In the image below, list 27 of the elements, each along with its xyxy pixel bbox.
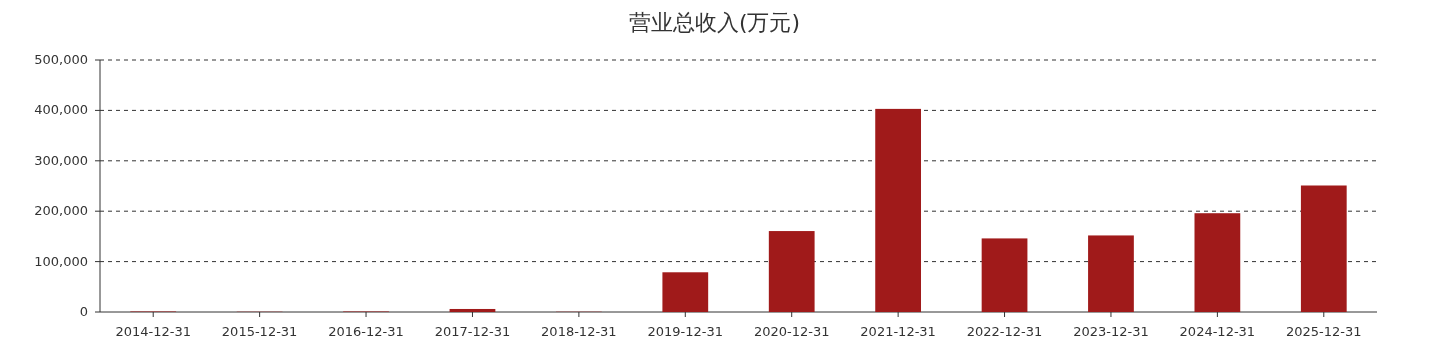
bar (768, 231, 815, 312)
bar (662, 272, 709, 312)
x-tick-label: 2025-12-31 (1286, 324, 1362, 339)
y-tick-label: 0 (79, 304, 88, 319)
y-tick-label: 200,000 (34, 203, 88, 219)
y-tick-label: 500,000 (34, 52, 88, 67)
x-tick-label: 2020-12-31 (753, 324, 830, 339)
x-tick-label: 2014-12-31 (115, 324, 191, 339)
bar (1088, 235, 1134, 312)
x-tick-label: 2019-12-31 (647, 324, 724, 339)
y-tick-label: 400,000 (34, 102, 88, 118)
x-tick-label: 2017-12-31 (434, 324, 511, 339)
x-tick-label: 2015-12-31 (221, 324, 298, 339)
x-tick-label: 2016-12-31 (328, 324, 404, 339)
bar (1194, 213, 1241, 312)
y-tick-label: 300,000 (34, 152, 88, 168)
bar (981, 238, 1028, 312)
x-tick-label: 2023-12-31 (1073, 324, 1149, 339)
x-tick-label: 2022-12-31 (966, 324, 1043, 339)
x-tick-label: 2024-12-31 (1179, 324, 1256, 339)
bar (875, 108, 921, 312)
bar (449, 308, 496, 312)
y-tick-label: 100,000 (34, 253, 88, 269)
x-tick-label: 2021-12-31 (860, 324, 936, 339)
bar (1300, 185, 1347, 312)
x-tick-label: 2018-12-31 (541, 324, 617, 339)
chart-title: 营业总收入(万元) (628, 10, 801, 35)
